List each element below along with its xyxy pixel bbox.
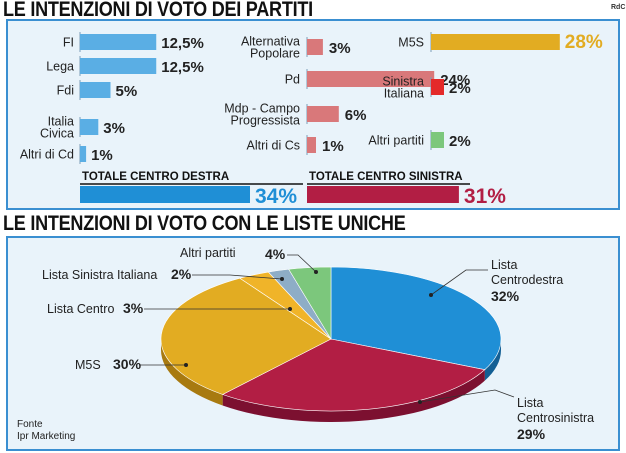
chart-title-lists: LE INTENZIONI DI VOTO CON LE LISTE UNICH… <box>3 212 406 235</box>
chart-title-parties: LE INTENZIONI DI VOTO DEI PARTITI <box>3 0 313 21</box>
pie-label-lista-centrodestra: Lista Centrodestra <box>491 258 563 287</box>
pie-value-lista-centro: 3% <box>123 300 144 316</box>
bar-fdi <box>80 82 111 98</box>
pie-slice-m5s <box>160 277 332 395</box>
bar-value-fdi: 5% <box>116 83 138 100</box>
bar-chart-parties: FI 12,5% Lega 12,5% Fdi 5% Italia Civica 3% Altri… <box>20 32 603 208</box>
pie-label-lista-centro: Lista Centro <box>47 302 114 316</box>
pie-leader-lista-sinistra-italiana <box>192 274 283 280</box>
bar-value-altri-di-cd: 1% <box>91 147 113 164</box>
pie-label-lista-centrosinistra: Lista Centrosinistra <box>517 396 594 425</box>
bar-value-m5s: 28% <box>565 32 603 53</box>
pie-value-lista-centrodestra: 32% <box>491 288 520 304</box>
pie-leader-lista-centrosinistra <box>419 389 515 403</box>
bar-sinistra-italiana <box>431 79 444 95</box>
bar-pd <box>307 71 435 87</box>
bar-mdp-campo-progressista <box>307 106 339 122</box>
total-label-centro-sinistra: TOTALE CENTRO SINISTRA <box>309 171 463 183</box>
total-bar-centro-destra <box>80 186 250 203</box>
bar-value-lega: 12,5% <box>161 59 204 76</box>
pie-leader-dot-lista-centrosinistra <box>418 400 422 404</box>
pie-leader-lista-centrodestra <box>430 269 488 296</box>
pie-slice-altri-partiti <box>288 266 332 341</box>
pie-value-lista-centrosinistra: 29% <box>517 426 546 442</box>
pie-slice-lista-centrodestra <box>330 266 502 370</box>
bar-alternativa-popolare <box>307 39 323 55</box>
source-name: Ipr Marketing <box>17 431 76 442</box>
bar-value-italia-civica: 3% <box>103 120 125 137</box>
bar-m5s <box>431 34 560 50</box>
pie-leader-dot-m5s <box>184 363 188 367</box>
pie-value-m5s: 30% <box>113 356 142 372</box>
pie-leader-dot-lista-centrodestra <box>429 293 433 297</box>
bar-altri-partiti <box>431 132 444 148</box>
bar-label-m5s: M5S <box>398 36 424 50</box>
pie-side-lista-centrodestra <box>484 339 501 381</box>
pie-label-altri-partiti: Altri partiti <box>180 246 236 260</box>
bar-label-fdi: Fdi <box>57 84 74 98</box>
bar-value-sinistra-italiana: 2% <box>449 80 471 97</box>
bar-value-mdp-campo-progressista: 6% <box>345 107 367 124</box>
bar-label-altri-partiti: Altri partiti <box>368 134 424 148</box>
bar-value-pd: 24% <box>440 72 470 89</box>
total-value-centro-sinistra: 31% <box>464 185 506 208</box>
pie-leader-altri-partiti <box>287 254 317 273</box>
pie-leader-dot-lista-sinistra-italiana <box>280 277 284 281</box>
bar-value-altri-partiti: 2% <box>449 133 471 150</box>
total-bar-centro-sinistra <box>307 186 459 203</box>
bar-label-alternativa-popolare: Alternativa Popolare <box>241 35 300 61</box>
bar-altri-di-cd <box>80 146 87 162</box>
bar-label-lega: Lega <box>46 60 74 74</box>
total-value-centro-destra: 34% <box>255 185 297 208</box>
bar-italia-civica <box>80 119 99 135</box>
pie-value-lista-sinistra-italiana: 2% <box>171 266 192 282</box>
pie-leader-dot-altri-partiti <box>314 270 318 274</box>
total-label-centro-destra: TOTALE CENTRO DESTRA <box>82 171 229 183</box>
publisher-mark: RdC <box>611 4 626 11</box>
bar-value-fi: 12,5% <box>161 35 204 52</box>
bar-label-sinistra-italiana: Sinistra Italiana <box>382 75 424 101</box>
bar-label-altri-di-cd: Altri di Cd <box>20 148 74 162</box>
bar-label-altri-di-cs: Altri di Cs <box>247 139 300 153</box>
source-title: Fonte <box>17 419 43 430</box>
pie-side-m5s <box>161 339 223 406</box>
source-label: Fonte Ipr Marketing <box>17 419 75 443</box>
bar-label-fi: FI <box>63 36 74 50</box>
bar-fi <box>80 34 157 50</box>
bar-value-alternativa-popolare: 3% <box>329 40 351 57</box>
bar-label-mdp-campo-progressista: Mdp - Campo Progressista <box>224 102 300 128</box>
bar-value-altri-di-cs: 1% <box>322 138 344 155</box>
pie-slice-lista-centrosinistra <box>221 338 486 412</box>
bar-label-pd: Pd <box>285 73 300 87</box>
pie-leader-dot-lista-centro <box>288 307 292 311</box>
pie-value-altri-partiti: 4% <box>265 246 286 262</box>
pie-label-m5s: M5S <box>75 358 101 372</box>
bar-altri-di-cs <box>307 137 316 153</box>
bar-lega <box>80 58 157 74</box>
bar-label-italia-civica: Italia Civica <box>40 115 74 141</box>
pie-label-lista-sinistra-italiana: Lista Sinistra Italiana <box>42 268 157 282</box>
